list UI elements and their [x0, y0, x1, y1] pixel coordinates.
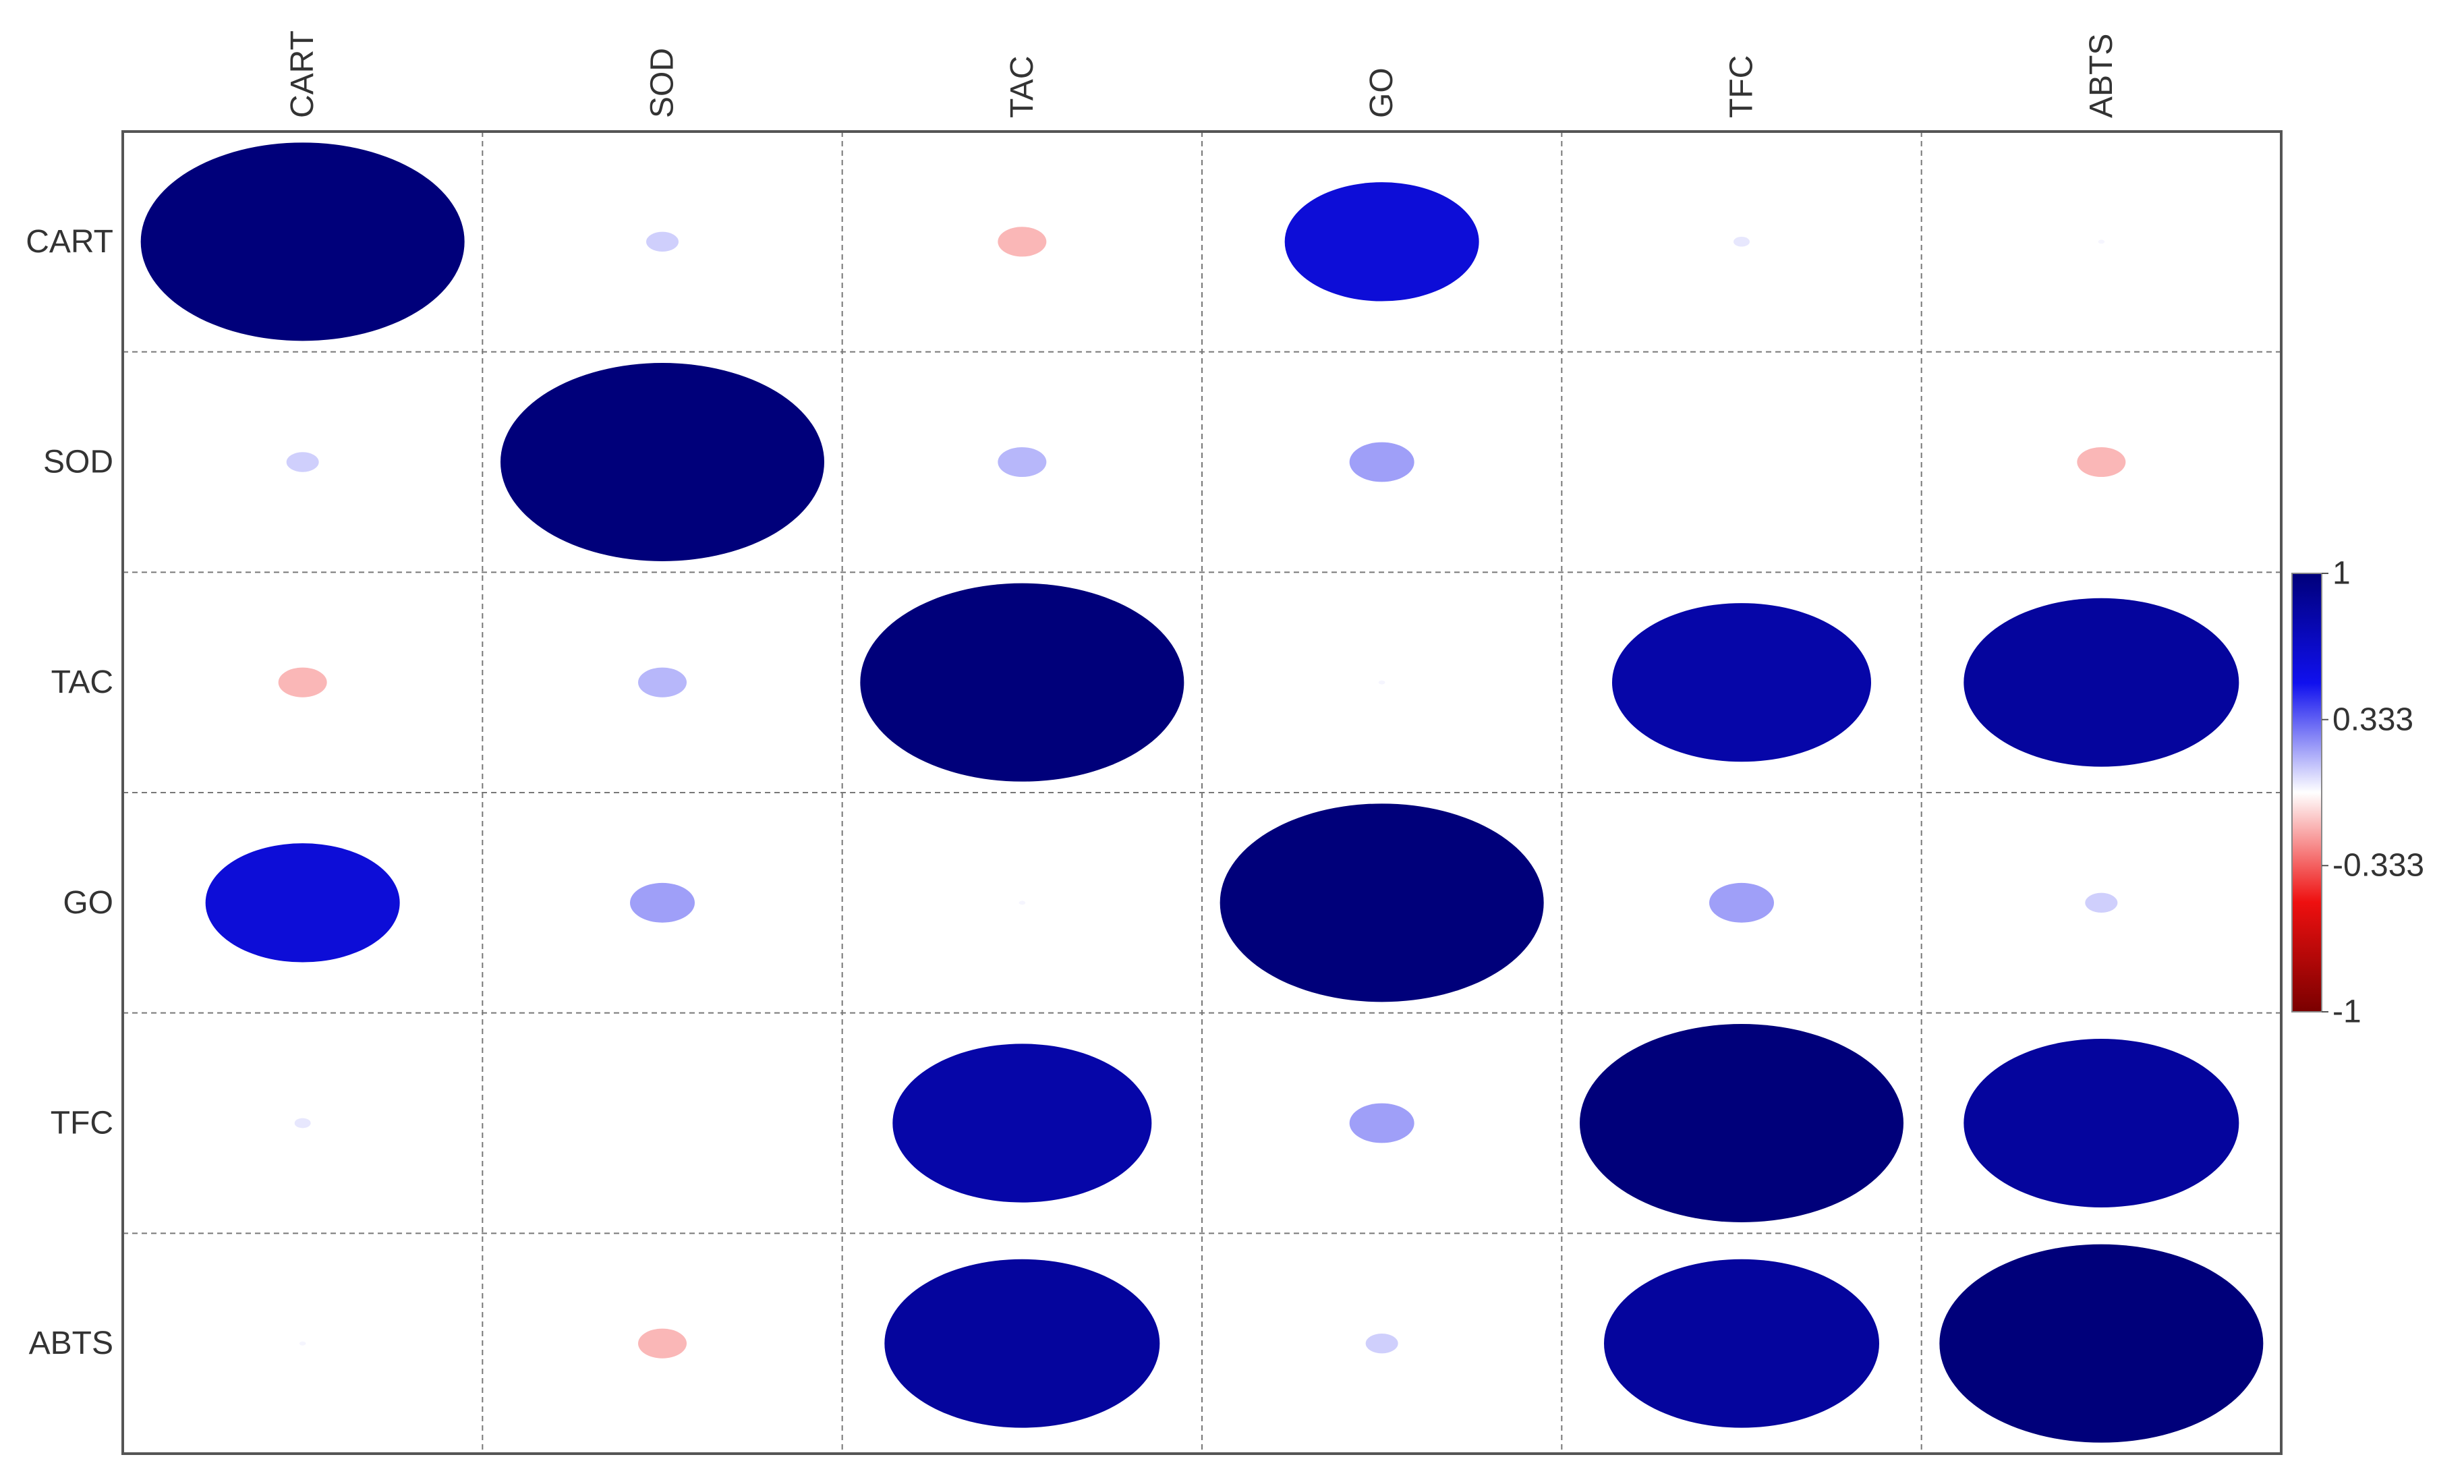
ellipse-abts-cart [299, 1341, 306, 1346]
ellipse-sod-abts [2077, 447, 2126, 478]
ellipse-tac-abts [1964, 598, 2239, 767]
row-label-tac: TAC [51, 664, 113, 700]
ellipse-tac-cart [278, 667, 327, 697]
ellipse-marks [140, 142, 2264, 1443]
ellipse-sod-go [1349, 442, 1414, 482]
plot-frame [121, 130, 2283, 1455]
column-label-cart: CART [285, 30, 320, 118]
column-label-go: GO [1364, 67, 1400, 118]
ellipse-go-sod [630, 882, 695, 923]
ellipse-tac-tac [860, 583, 1184, 782]
ellipse-cart-cart [140, 142, 465, 341]
ellipse-tfc-cart [294, 1118, 311, 1129]
ellipse-cart-sod [646, 231, 679, 252]
column-label-tfc: TFC [1724, 55, 1760, 118]
ellipse-sod-tac [998, 447, 1047, 478]
ellipse-sod-sod [500, 363, 824, 561]
column-label-abts: ABTS [2084, 34, 2119, 118]
ellipse-go-tfc [1709, 882, 1774, 923]
ellipse-go-abts [2085, 892, 2118, 913]
ellipse-cart-go [1284, 182, 1479, 302]
grid-lines [123, 132, 2281, 1454]
ellipse-abts-abts [1939, 1244, 2264, 1443]
ellipse-abts-go [1365, 1333, 1398, 1354]
ellipse-abts-tac [884, 1259, 1160, 1428]
row-labels: CART SOD TAC GO TFC ABTS [26, 224, 113, 1361]
row-label-abts: ABTS [29, 1325, 113, 1361]
ellipse-tac-go [1378, 680, 1385, 685]
ellipse-sod-cart [286, 452, 319, 472]
colorbar-tick-label: 1 [2332, 556, 2351, 592]
ellipse-abts-tfc [1604, 1259, 1879, 1428]
ellipse-cart-tac [998, 227, 1047, 257]
ellipse-abts-sod [638, 1328, 687, 1359]
ellipse-tfc-tac [892, 1044, 1152, 1203]
ellipse-sod-tfc [1739, 460, 1744, 464]
row-label-cart: CART [26, 224, 113, 260]
ellipse-tfc-go [1349, 1103, 1414, 1143]
colorbar: 1 0.333 -0.333 -1 [2291, 556, 2424, 1030]
row-label-sod: SOD [43, 445, 113, 480]
ellipse-tfc-tfc [1580, 1024, 1903, 1222]
column-label-tac: TAC [1004, 56, 1040, 118]
ellipse-cart-abts [2098, 239, 2105, 244]
colorbar-tick-label: 0.333 [2332, 702, 2413, 737]
ellipse-tac-sod [638, 667, 687, 697]
column-label-sod: SOD [645, 48, 681, 118]
ellipse-tfc-abts [1964, 1039, 2239, 1207]
ellipse-go-cart [205, 843, 400, 963]
ellipse-tfc-sod [660, 1121, 665, 1125]
column-labels: CART SOD TAC GO TFC ABTS [285, 30, 2119, 118]
ellipse-cart-tfc [1734, 236, 1750, 247]
row-label-tfc: TFC [51, 1106, 113, 1141]
colorbar-gradient [2291, 573, 2322, 1012]
ellipse-go-go [1220, 803, 1544, 1002]
ellipse-go-tac [1019, 901, 1026, 905]
colorbar-tick-label: -0.333 [2332, 848, 2424, 884]
ellipse-tac-tfc [1612, 603, 1871, 762]
row-label-go: GO [63, 885, 113, 921]
colorbar-tick-label: -1 [2332, 994, 2361, 1030]
